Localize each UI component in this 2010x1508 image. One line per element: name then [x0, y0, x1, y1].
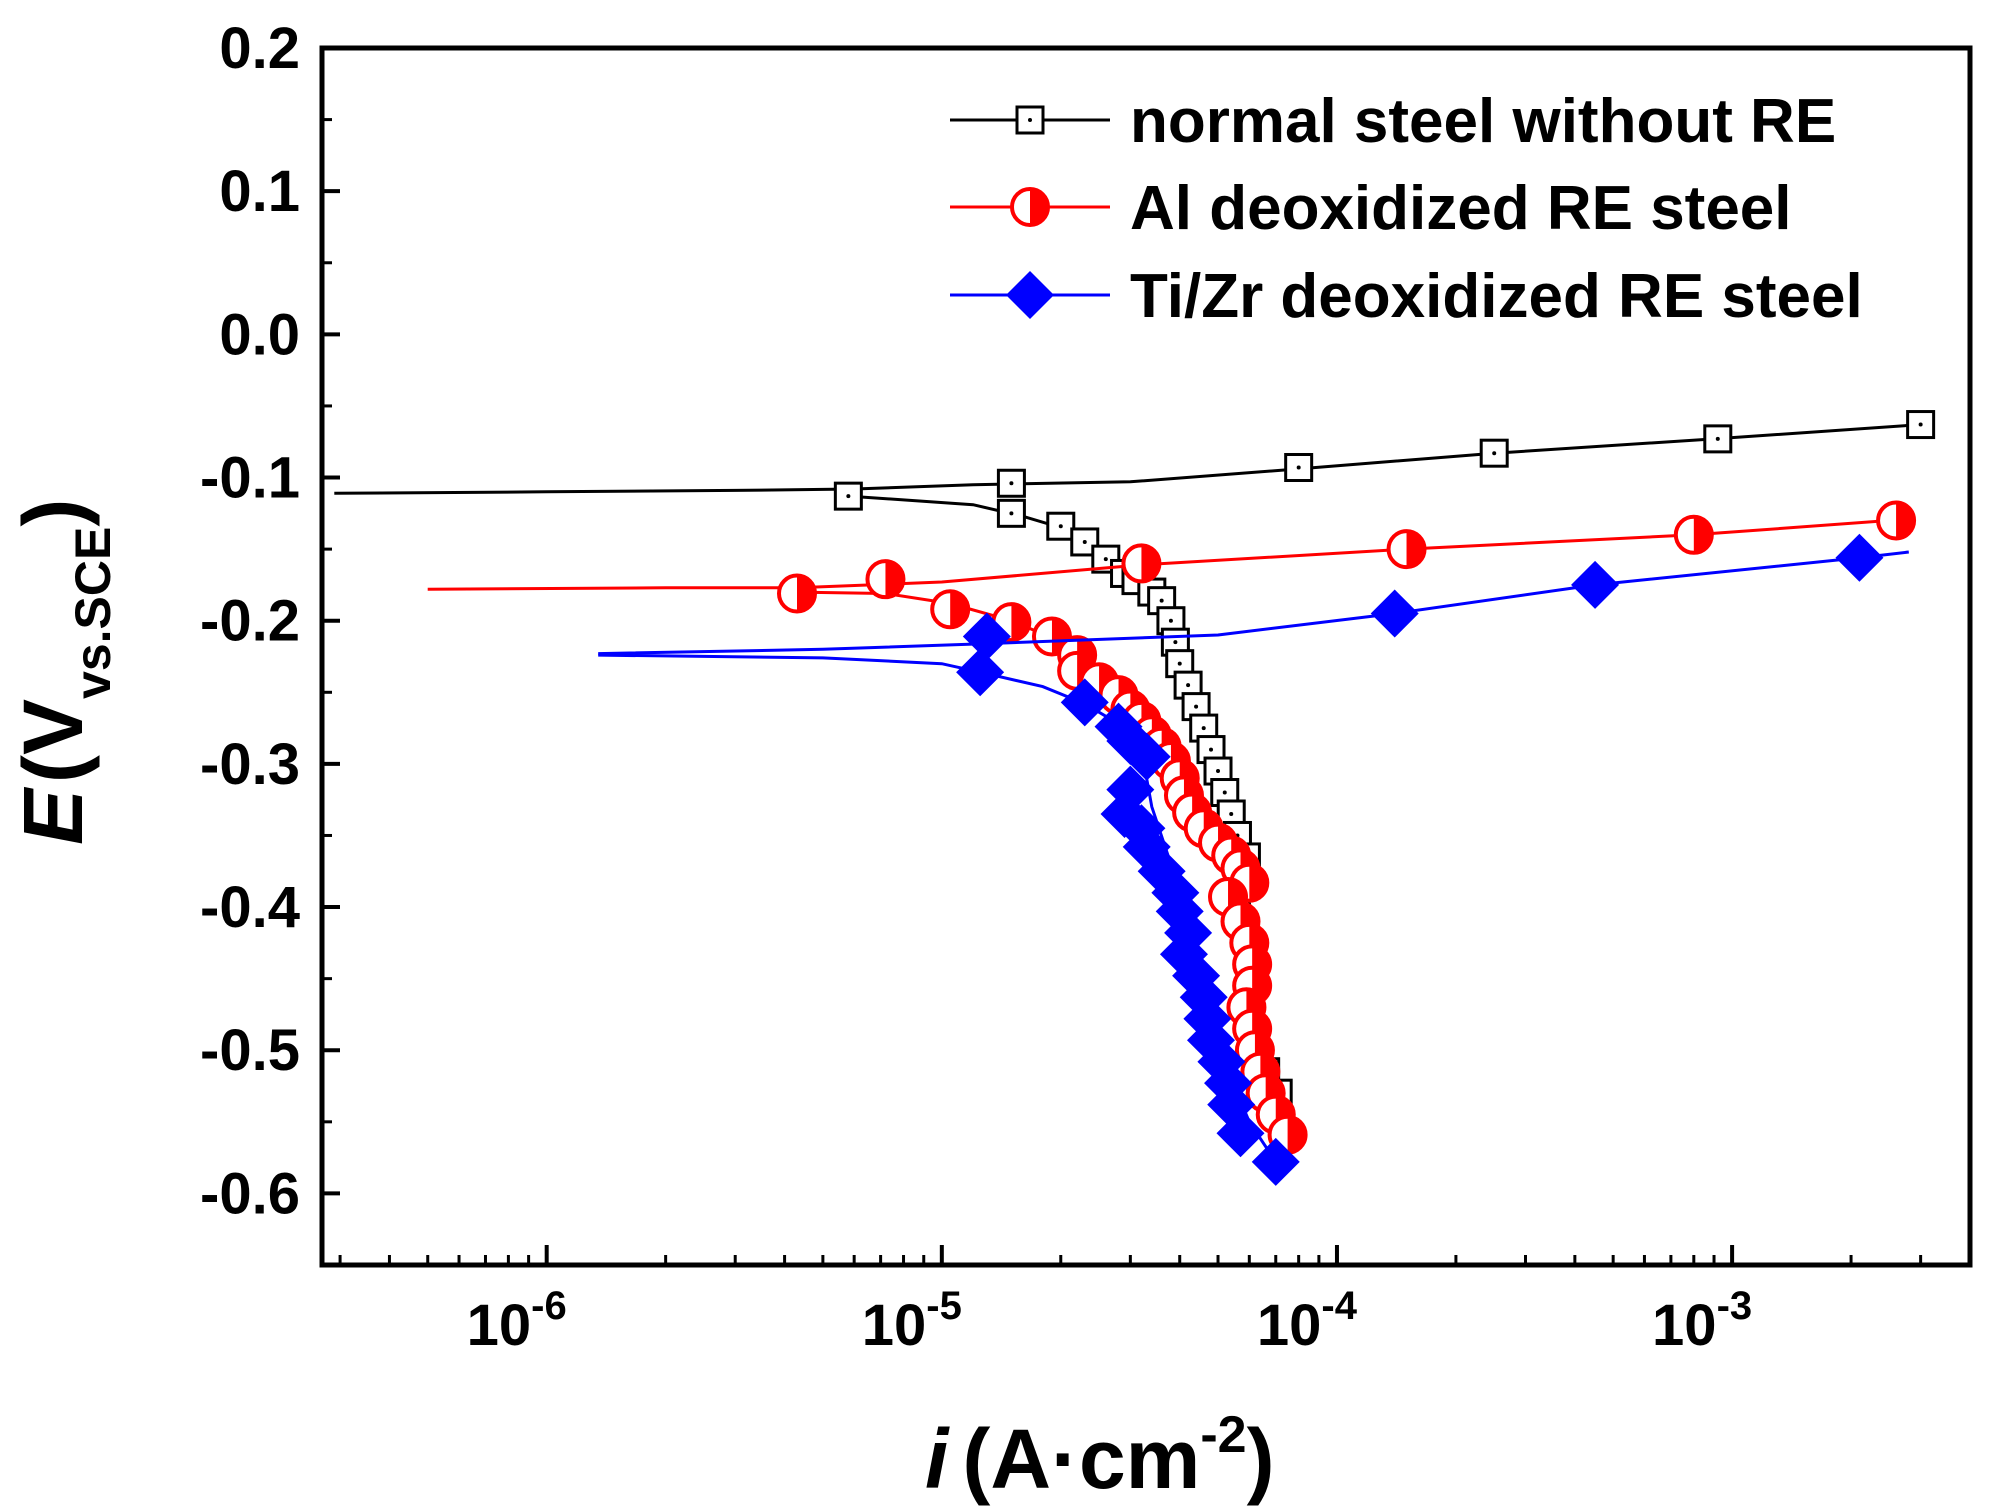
data-point: [776, 573, 817, 614]
x-tick-label: 10-6: [467, 1284, 567, 1358]
data-point: [865, 559, 906, 600]
data-point: [956, 648, 1005, 697]
legend-item-al: Al deoxidized RE steel: [950, 174, 1792, 243]
x-tick-labels: 10-6 10-5 10-4 10-3: [467, 1284, 1753, 1358]
data-point: [1835, 533, 1884, 582]
legend-item-tizr: Ti/Zr deoxidized RE steel: [950, 262, 1863, 331]
series-line: [598, 550, 1909, 656]
data-point: [1060, 678, 1109, 727]
data-point: [1479, 438, 1509, 468]
y-tick-label: -0.1: [200, 446, 300, 511]
data-series: [334, 410, 1936, 1186]
y-tick-label: 0.1: [219, 159, 300, 224]
plot-frame: [319, 45, 1973, 1268]
data-point: [996, 498, 1026, 528]
legend-label-normal: normal steel without RE: [1130, 87, 1836, 156]
data-point: [1906, 410, 1936, 440]
y-tick-label: -0.6: [200, 1161, 300, 1226]
data-point: [1251, 1137, 1300, 1186]
x-axis-title: i (A·cm-2): [925, 1406, 1275, 1506]
legend-label-al: Al deoxidized RE steel: [1130, 174, 1792, 243]
y-tick-label: -0.5: [200, 1018, 300, 1083]
series-line: [427, 517, 1909, 591]
x-tick-label: 10-4: [1257, 1284, 1358, 1358]
x-tick-label: 10-3: [1652, 1284, 1752, 1358]
series-2: [598, 533, 1909, 1186]
data-point: [1703, 424, 1733, 454]
data-point: [1386, 529, 1427, 570]
series-0: [334, 410, 1936, 1130]
series-1: [427, 500, 1917, 1155]
series-line: [334, 423, 1921, 495]
y-tick-labels: 0.2 0.1 0.0 -0.1 -0.2 -0.3 -0.4 -0.5 -0.6: [200, 16, 300, 1226]
data-point: [962, 612, 1011, 661]
y-tick-label: -0.4: [200, 875, 300, 940]
y-tick-label: -0.2: [200, 589, 300, 654]
y-tick-label: -0.3: [200, 732, 300, 797]
y-axis-title: E(Vvs.SCE): [6, 499, 121, 845]
data-point: [1122, 732, 1171, 781]
data-point: [1046, 511, 1076, 541]
legend-label-tizr: Ti/Zr deoxidized RE steel: [1130, 262, 1863, 331]
data-point: [1370, 589, 1419, 638]
data-point: [1673, 514, 1714, 555]
data-point: [1284, 453, 1314, 483]
x-tick-label: 10-5: [862, 1284, 962, 1358]
data-point: [996, 468, 1026, 498]
legend: normal steel without RE Al deoxidized RE…: [950, 87, 1863, 331]
data-point: [833, 481, 863, 511]
data-point: [1216, 1109, 1265, 1158]
data-point: [1876, 500, 1917, 541]
data-point: [1070, 527, 1100, 557]
y-tick-label: 0.0: [219, 302, 300, 367]
y-tick-label: 0.2: [219, 16, 300, 81]
data-point: [1121, 543, 1162, 584]
data-point: [930, 589, 971, 630]
data-point: [1571, 560, 1620, 609]
legend-item-normal: normal steel without RE: [950, 87, 1836, 156]
